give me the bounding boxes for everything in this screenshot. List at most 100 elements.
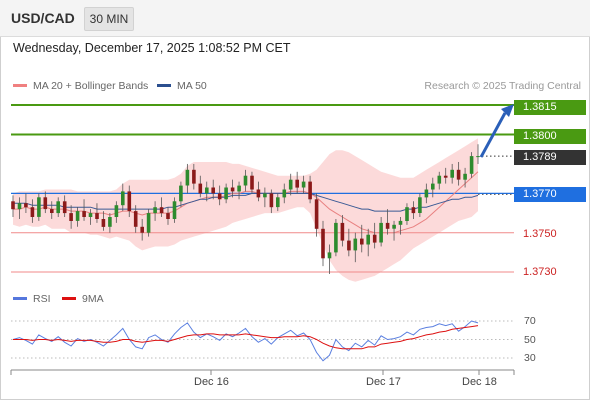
candle: [411, 201, 416, 219]
candle: [372, 222, 377, 249]
header-bar: USD/CAD 30 MIN: [0, 0, 590, 37]
candle-body: [37, 197, 41, 217]
credit-text: Research © 2025 Trading Central: [424, 80, 581, 92]
candle: [108, 213, 112, 233]
candle-body: [379, 222, 383, 243]
candle-body: [243, 175, 248, 186]
candle: [153, 201, 157, 221]
forecast-arrow-head-icon: [501, 104, 514, 117]
price-label-resistance-1: 1.3800: [514, 129, 586, 144]
candle-body: [372, 234, 377, 243]
candle: [334, 218, 338, 257]
datetime-label: Wednesday, December 17, 2025 1:08:52 PM …: [13, 41, 291, 55]
ma50-swatch-icon: [157, 83, 171, 87]
x-tick-dec18: Dec 18: [462, 376, 497, 388]
candle-body: [50, 209, 54, 213]
candle: [269, 189, 274, 214]
candle: [179, 181, 183, 208]
candle: [24, 193, 28, 214]
rsi-legend-rsi: RSI: [13, 293, 51, 305]
candle: [243, 169, 248, 192]
ma9-legend-label: 9MA: [82, 293, 104, 305]
candle: [314, 193, 319, 237]
candle-body: [179, 185, 183, 202]
candle-body: [185, 169, 190, 186]
candle-body: [17, 203, 22, 210]
candle: [43, 191, 48, 214]
candle: [398, 216, 403, 235]
candle-body: [56, 201, 60, 214]
candle-body: [327, 252, 332, 259]
candle: [405, 203, 409, 225]
timeframe-button[interactable]: 30 MIN: [84, 7, 134, 31]
candle-body: [308, 181, 312, 200]
symbol-title: USD/CAD: [11, 10, 75, 26]
candle-body: [82, 211, 86, 217]
candle-body: [392, 224, 396, 229]
candle-body: [301, 181, 306, 188]
candle: [308, 175, 312, 204]
candle: [198, 175, 203, 198]
x-tick-dec16: Dec 16: [194, 376, 229, 388]
candle-body: [366, 234, 370, 245]
ma9-swatch-icon: [62, 296, 76, 300]
candle-body: [114, 205, 119, 217]
candle-body: [276, 197, 280, 208]
candle-body: [263, 193, 267, 198]
legend-ma20-label: MA 20 + Bollinger Bands: [33, 80, 149, 92]
candle: [424, 183, 429, 204]
candle-body: [347, 240, 351, 251]
candle-body: [405, 207, 409, 221]
candle-body: [340, 222, 345, 241]
candle-body: [334, 222, 338, 253]
rsi-tick-50: 50: [524, 334, 536, 346]
candle: [205, 181, 209, 202]
candle-body: [269, 193, 274, 208]
candle-body: [127, 191, 132, 211]
price-label-last: 1.3789: [514, 150, 586, 165]
rsi-tick-70: 70: [524, 315, 536, 327]
candle: [340, 215, 345, 247]
candle-body: [360, 238, 364, 245]
candle: [288, 173, 293, 196]
candle: [295, 171, 299, 194]
legend-ma50: MA 50: [157, 80, 207, 92]
candle: [263, 187, 267, 208]
rsi-layer: [11, 320, 514, 362]
ma20-swatch-icon: [13, 83, 27, 87]
candle: [437, 171, 442, 190]
candle: [456, 161, 461, 186]
candle: [282, 183, 287, 204]
candle-body: [437, 175, 442, 184]
candle-body: [314, 199, 319, 229]
candle: [366, 228, 370, 257]
candle-body: [463, 173, 467, 180]
candle-body: [256, 189, 261, 198]
candle: [360, 224, 364, 253]
candle: [224, 183, 228, 204]
candle: [321, 220, 325, 267]
candle: [385, 209, 390, 235]
candle-body: [250, 175, 254, 190]
price-label-resistance-2: 1.3815: [514, 100, 586, 115]
candle: [11, 195, 15, 217]
candle: [146, 209, 151, 237]
x-axis-layer: [10, 369, 515, 375]
candle-body: [192, 169, 196, 184]
candle-body: [75, 211, 80, 221]
candle-body: [146, 213, 151, 233]
candle: [443, 167, 448, 184]
rsi-ma9-line: [13, 325, 479, 350]
candle-body: [69, 213, 73, 221]
candle: [392, 220, 396, 241]
candle: [50, 201, 54, 219]
candle-body: [217, 193, 222, 200]
candle-body: [443, 175, 448, 178]
candle-body: [43, 197, 48, 210]
candle-body: [24, 203, 28, 208]
candle-body: [282, 189, 287, 198]
candle-body: [431, 183, 435, 190]
candle-body: [450, 169, 454, 178]
price-label-support-2: 1.3730: [523, 266, 557, 278]
candle: [166, 207, 170, 225]
